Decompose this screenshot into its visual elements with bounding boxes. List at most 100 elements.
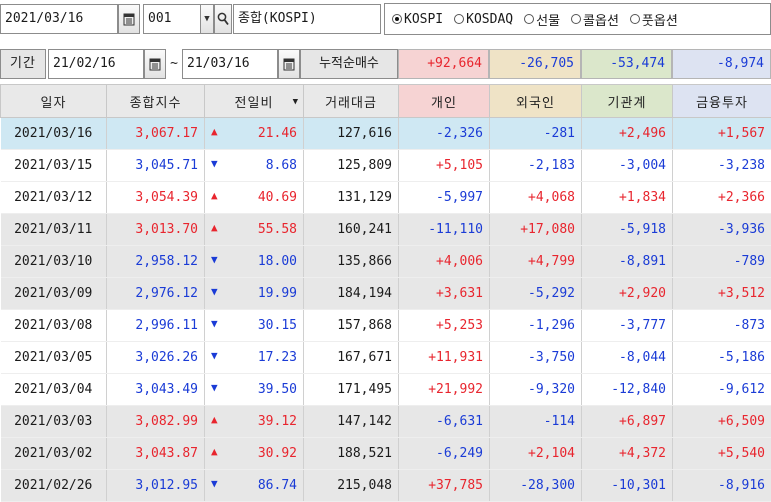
change-value: 17.23 [258,350,297,365]
period-start-input[interactable]: 21/02/16 [48,49,144,79]
cell-institution: -3,004 [582,150,673,182]
cell-date: 2021/03/02 [1,438,107,470]
period-label: 기간 [0,49,46,79]
calendar-icon [149,57,161,71]
cell-institution: +1,834 [582,182,673,214]
change-value: 55.58 [258,222,297,237]
cell-index: 3,045.71 [107,150,205,182]
header-individual[interactable]: 개인 [399,85,490,118]
radio-unselected-icon [454,14,464,24]
up-arrow-icon: ▲ [211,221,218,234]
cell-change: ▼39.50 [205,374,304,406]
period-separator: ~ [167,49,181,79]
cell-individual: +3,631 [399,278,490,310]
radio-unselected-icon [524,14,534,24]
cell-financial: +3,512 [673,278,771,310]
cell-institution: +4,372 [582,438,673,470]
cell-foreign: -114 [490,406,582,438]
down-arrow-icon: ▼ [211,157,218,170]
radio-futures[interactable]: 선물 [524,10,560,29]
header-volume[interactable]: 거래대금 [304,85,399,118]
end-calendar-button[interactable] [278,49,300,79]
cell-foreign: -2,183 [490,150,582,182]
cell-index: 3,082.99 [107,406,205,438]
cell-volume: 127,616 [304,118,399,150]
header-index[interactable]: 종합지수 [107,85,205,118]
cell-index: 2,976.12 [107,278,205,310]
radio-kospi[interactable]: KOSPI [392,12,443,27]
cell-volume: 167,671 [304,342,399,374]
cell-date: 2021/03/08 [1,310,107,342]
cell-index: 3,043.49 [107,374,205,406]
cell-financial: -9,612 [673,374,771,406]
calendar-icon [283,57,295,71]
cell-index: 3,013.70 [107,214,205,246]
cell-date: 2021/03/04 [1,374,107,406]
radio-kosdaq-label: KOSDAQ [466,12,513,27]
radio-call-option[interactable]: 콜옵션 [571,10,619,29]
cell-change: ▲30.92 [205,438,304,470]
cell-financial: -3,936 [673,214,771,246]
cell-individual: +11,931 [399,342,490,374]
period-end-input[interactable]: 21/03/16 [182,49,278,79]
cell-index: 3,043.87 [107,438,205,470]
code-input[interactable]: 001 [143,4,201,34]
radio-call-option-label: 콜옵션 [583,10,619,29]
sort-down-icon[interactable]: ▼ [293,97,299,107]
header-date[interactable]: 일자 [1,85,107,118]
radio-put-option[interactable]: 풋옵션 [630,10,678,29]
change-value: 39.12 [258,414,297,429]
cell-individual: +5,105 [399,150,490,182]
cell-change: ▼ 17.23 [205,342,304,374]
down-arrow-icon: ▼ [211,477,218,490]
cell-financial: -789 [673,246,771,278]
start-calendar-button[interactable] [144,49,166,79]
cell-index: 3,012.95 [107,470,205,502]
up-arrow-icon: ▲ [211,189,218,202]
cell-change: ▼18.00 [205,246,304,278]
header-institution[interactable]: 기관계 [582,85,673,118]
cell-financial: +1,567 [673,118,771,150]
cell-foreign: +4,068 [490,182,582,214]
investor-table: 일자 종합지수 전일비▼ 거래대금 개인 외국인 기관계 금융투자 2021/0… [0,84,771,502]
cumulative-label: 누적순매수 [300,49,398,79]
radio-kospi-label: KOSPI [404,12,443,27]
radio-selected-icon [392,14,402,24]
cell-volume: 188,521 [304,438,399,470]
cell-index: 3,026.26 [107,342,205,374]
radio-kosdaq[interactable]: KOSDAQ [454,12,513,27]
search-button[interactable] [214,4,232,34]
change-value: 19.99 [258,286,297,301]
cell-financial: -873 [673,310,771,342]
cell-date: 2021/02/26 [1,470,107,502]
down-arrow-icon: ▼ [211,349,218,362]
cell-individual: +21,992 [399,374,490,406]
calendar-button[interactable] [118,4,140,34]
date-input[interactable]: 2021/03/16 [0,4,118,34]
header-foreign[interactable]: 외국인 [490,85,582,118]
cell-volume: 147,142 [304,406,399,438]
header-change[interactable]: 전일비▼ [205,85,304,118]
cell-individual: -6,249 [399,438,490,470]
change-value: 30.15 [258,318,297,333]
down-arrow-icon: ▼ [211,253,218,266]
cell-individual: -11,110 [399,214,490,246]
sum-foreign: -26,705 [489,49,581,79]
cell-date: 2021/03/16 [1,118,107,150]
code-dropdown-button[interactable]: ▼ [200,4,214,34]
cell-institution: -8,044 [582,342,673,374]
header-financial[interactable]: 금융투자 [673,85,771,118]
